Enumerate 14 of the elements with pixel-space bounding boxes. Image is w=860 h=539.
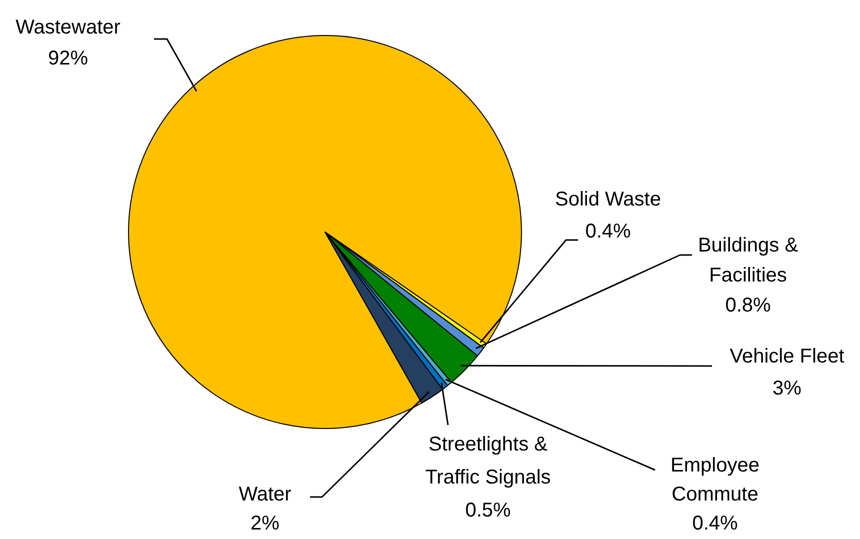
data-label: 0.4% [692, 512, 738, 535]
slice-label: Water [238, 484, 292, 506]
data-label: 2% [250, 512, 280, 535]
data-label: 0.5% [465, 500, 512, 522]
data-label: 92% [48, 48, 88, 70]
slice-label: Employee Commute [670, 454, 760, 506]
slice-label: Streetlights & Traffic Signals [425, 434, 551, 489]
data-label: 3% [772, 378, 802, 400]
slice-label: Buildings & Facilities [698, 234, 799, 287]
data-label: 0.4% [585, 220, 632, 243]
data-label: 0.8% [725, 294, 772, 317]
slice-label: Vehicle Fleet [730, 346, 845, 368]
slice-label: Solid Waste [555, 188, 661, 211]
slice-label: Wastewater [16, 16, 121, 39]
